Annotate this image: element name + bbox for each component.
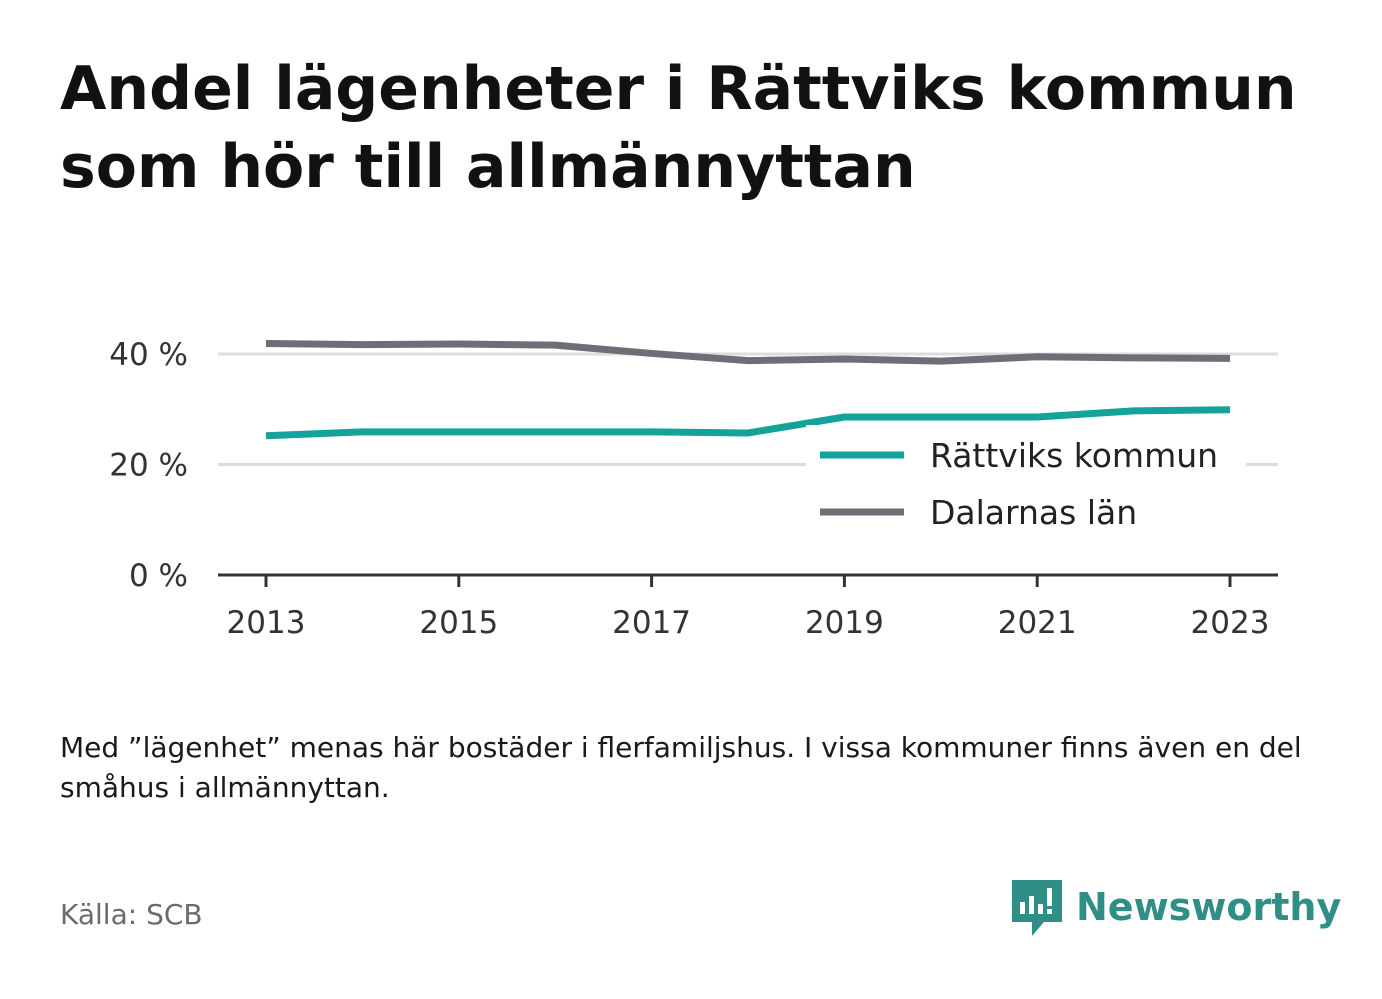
chart-note: Med ”lägenhet” menas här bostäder i fler… (60, 731, 1302, 804)
newsworthy-logo-icon (1012, 880, 1062, 936)
series-line-rattvik (265, 406, 1231, 440)
legend-background (806, 425, 1246, 543)
source-label: Källa: SCB (60, 898, 203, 931)
x-tick-label: 2015 (419, 605, 498, 641)
legend: Rättviks kommun Dalarnas län (806, 425, 1246, 543)
y-axis-ticks: 0 % 20 % 40 % (109, 337, 188, 594)
x-tick-label: 2023 (1191, 605, 1270, 641)
legend-label: Dalarnas län (930, 493, 1137, 532)
x-tick-label: 2021 (998, 605, 1077, 641)
y-tick-label: 40 % (109, 337, 188, 373)
y-tick-label: 0 % (129, 558, 188, 594)
x-tick-label: 2019 (805, 605, 884, 641)
x-tick-label: 2017 (612, 605, 691, 641)
series-lines (265, 340, 1231, 440)
brand-logo: Newsworthy (1010, 876, 1341, 938)
chart-title: Andel lägenheter i Rättviks kommun som h… (60, 54, 1297, 202)
x-axis: 2013 2015 2017 2019 2021 2023 (218, 573, 1278, 641)
y-tick-label: 20 % (109, 448, 188, 484)
brand-name: Newsworthy (1076, 885, 1342, 929)
line-chart: 0 % 20 % 40 % 2013 2015 2017 2019 2021 2023 Rät… (109, 337, 1278, 641)
legend-label: Rättviks kommun (930, 436, 1218, 475)
x-tick-label: 2013 (227, 605, 306, 641)
series-line-dalarna (265, 340, 1231, 365)
